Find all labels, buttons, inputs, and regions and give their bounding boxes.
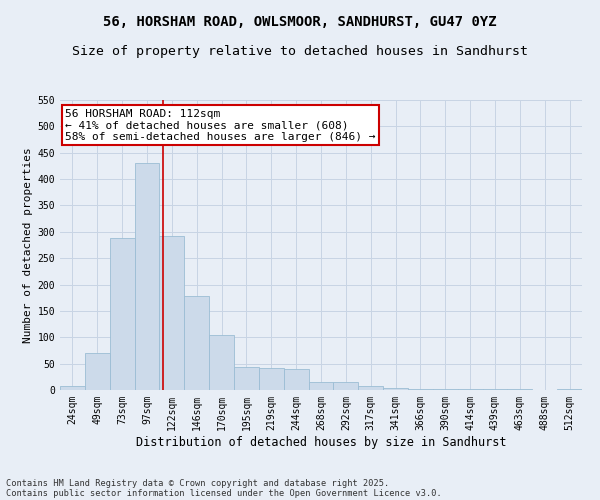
Text: 56, HORSHAM ROAD, OWLSMOOR, SANDHURST, GU47 0YZ: 56, HORSHAM ROAD, OWLSMOOR, SANDHURST, G… xyxy=(103,15,497,29)
Bar xyxy=(209,335,234,390)
Bar xyxy=(482,389,508,390)
Bar xyxy=(85,353,110,390)
Bar xyxy=(234,368,259,390)
Bar xyxy=(557,389,582,390)
Bar xyxy=(184,296,209,390)
Text: Contains HM Land Registry data © Crown copyright and database right 2025.: Contains HM Land Registry data © Crown c… xyxy=(6,478,389,488)
Bar xyxy=(334,382,358,390)
Bar xyxy=(284,370,308,390)
Text: 56 HORSHAM ROAD: 112sqm
← 41% of detached houses are smaller (608)
58% of semi-d: 56 HORSHAM ROAD: 112sqm ← 41% of detache… xyxy=(65,108,376,142)
Bar xyxy=(358,386,383,390)
Text: Contains public sector information licensed under the Open Government Licence v3: Contains public sector information licen… xyxy=(6,488,442,498)
Text: Size of property relative to detached houses in Sandhurst: Size of property relative to detached ho… xyxy=(72,45,528,58)
Bar xyxy=(110,238,134,390)
X-axis label: Distribution of detached houses by size in Sandhurst: Distribution of detached houses by size … xyxy=(136,436,506,448)
Bar xyxy=(134,164,160,390)
Y-axis label: Number of detached properties: Number of detached properties xyxy=(23,147,34,343)
Bar xyxy=(383,388,408,390)
Bar xyxy=(308,382,334,390)
Bar xyxy=(160,236,184,390)
Bar xyxy=(60,386,85,390)
Bar xyxy=(259,368,284,390)
